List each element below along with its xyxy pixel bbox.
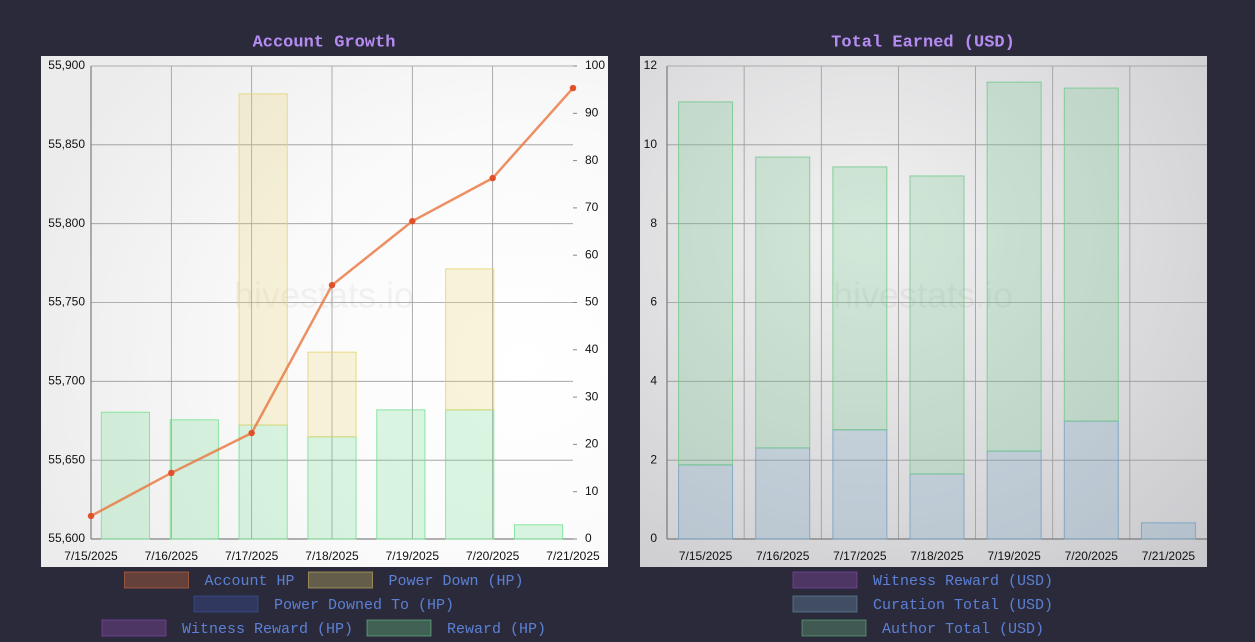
y-tick-label: 0 [650, 531, 657, 545]
chart-panel [41, 56, 608, 567]
legend-label: Power Downed To (HP) [274, 597, 454, 614]
bar [1063, 420, 1119, 540]
legend-swatch [193, 595, 259, 613]
bar [755, 447, 811, 540]
bar [832, 166, 888, 431]
bar [238, 93, 288, 426]
y-tick-label: 6 [650, 295, 657, 309]
legend-label: Witness Reward (HP) [182, 621, 353, 638]
bar [445, 409, 495, 540]
x-tick-label: 7/16/2025 [756, 549, 810, 563]
legend-swatch [801, 619, 867, 637]
point [248, 429, 255, 437]
y-tick-label: 55,800 [48, 216, 85, 230]
y2-tick-label: 30 [585, 389, 599, 403]
y2-tick-label: 40 [585, 342, 599, 356]
point [569, 84, 577, 92]
bar [1063, 87, 1119, 422]
legend-label: Author Total (USD) [882, 621, 1044, 638]
legend-label: Account HP [204, 573, 294, 590]
bar [986, 450, 1042, 540]
bar [307, 436, 357, 540]
x-tick-label: 7/21/2025 [1142, 549, 1196, 563]
y-tick-label: 55,700 [48, 374, 85, 388]
y2-tick-label: 70 [585, 200, 599, 214]
x-tick-label: 7/20/2025 [1065, 549, 1119, 563]
legend-swatch [366, 619, 432, 637]
x-tick-label: 7/16/2025 [145, 549, 199, 563]
y2-tick-label: 60 [585, 247, 599, 261]
y-tick-label: 10 [644, 137, 658, 151]
point [489, 174, 496, 182]
x-tick-label: 7/15/2025 [64, 549, 118, 563]
legend-label: Power Down (HP) [388, 573, 523, 590]
y-tick-label: 55,600 [48, 531, 85, 545]
bar [909, 473, 965, 540]
y2-tick-label: 0 [585, 531, 592, 545]
y-tick-label: 55,650 [48, 452, 85, 466]
legend-swatch [101, 619, 167, 637]
chart-title: Account Growth [253, 33, 396, 52]
legend-swatch [307, 571, 373, 589]
x-tick-label: 7/19/2025 [386, 549, 440, 563]
bar [169, 419, 219, 540]
bar [513, 524, 564, 540]
y2-tick-label: 80 [585, 153, 599, 167]
y-tick-label: 55,750 [48, 295, 85, 309]
watermark: hivestats.io [234, 275, 414, 316]
bar [307, 351, 357, 438]
bar [445, 268, 495, 411]
bar [986, 81, 1042, 452]
y-tick-label: 8 [650, 216, 657, 230]
x-tick-label: 7/18/2025 [305, 549, 359, 563]
point [87, 512, 95, 520]
y2-tick-label: 90 [585, 105, 599, 119]
x-tick-label: 7/15/2025 [679, 549, 733, 563]
x-tick-label: 7/17/2025 [225, 549, 279, 563]
bar [755, 156, 811, 449]
legend-swatch [123, 571, 189, 589]
bar [100, 411, 151, 540]
point [409, 217, 416, 225]
y2-tick-label: 100 [585, 58, 605, 72]
y-tick-label: 4 [650, 374, 657, 388]
legend-label: Reward (HP) [447, 621, 546, 638]
y2-tick-label: 10 [585, 484, 599, 498]
bar [678, 101, 734, 466]
point [328, 281, 336, 289]
bar [1140, 522, 1196, 540]
bar [909, 175, 965, 475]
bar [376, 409, 426, 540]
y-tick-label: 12 [644, 58, 658, 72]
y2-tick-label: 20 [585, 437, 599, 451]
x-tick-label: 7/19/2025 [987, 549, 1041, 563]
legend-label: Witness Reward (USD) [873, 573, 1053, 590]
chart-title: Total Earned (USD) [831, 33, 1015, 52]
x-tick-label: 7/20/2025 [466, 549, 520, 563]
bar [238, 424, 288, 540]
bar [832, 429, 888, 540]
legend-swatch [792, 595, 858, 613]
x-tick-label: 7/18/2025 [910, 549, 964, 563]
x-tick-label: 7/17/2025 [833, 549, 887, 563]
y-tick-label: 55,900 [48, 58, 85, 72]
y2-tick-label: 50 [585, 295, 599, 309]
chart-panel [640, 56, 1207, 567]
legend-label: Curation Total (USD) [873, 597, 1053, 614]
bar [678, 464, 734, 540]
y-tick-label: 2 [650, 452, 657, 466]
x-tick-label: 7/21/2025 [546, 549, 600, 563]
point [168, 469, 175, 477]
legend-swatch [792, 571, 858, 589]
y-tick-label: 55,850 [48, 137, 85, 151]
watermark: hivestats.io [833, 275, 1013, 316]
